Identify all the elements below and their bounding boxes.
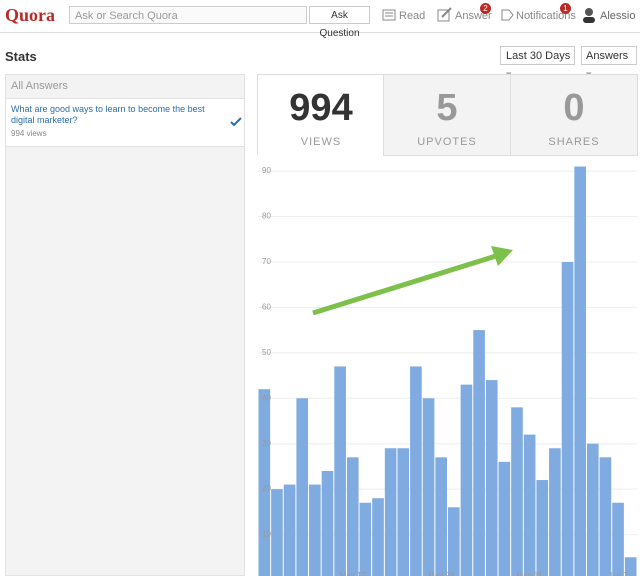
tab-number: 994 <box>289 87 353 129</box>
y-tick-label: 30 <box>262 439 271 448</box>
tab-label: SHARES <box>548 136 600 148</box>
bar <box>460 384 473 576</box>
bar <box>397 448 410 576</box>
read-icon <box>382 9 396 21</box>
bar <box>561 261 574 576</box>
ask-button[interactable]: Ask Question <box>309 6 370 39</box>
tab-label: UPVOTES <box>417 136 477 148</box>
bar <box>309 484 321 576</box>
bar <box>410 366 422 576</box>
nav-notifications[interactable]: Notifications <box>516 10 576 22</box>
answer-badge: 2 <box>480 3 491 14</box>
bar <box>549 448 561 576</box>
tab-shares[interactable]: 0 SHARES <box>510 74 638 156</box>
user-name[interactable]: Alessio <box>600 10 636 22</box>
answer-item[interactable]: What are good ways to learn to become th… <box>6 99 244 147</box>
tab-number: 5 <box>436 87 458 129</box>
bar <box>296 398 309 576</box>
y-tick-label: 70 <box>262 257 271 266</box>
check-icon <box>230 117 242 127</box>
date-filter[interactable]: Last 30 Days ▾ <box>500 46 575 81</box>
avatar[interactable] <box>582 7 596 23</box>
y-tick-label: 80 <box>262 212 271 221</box>
x-tick-label: May 17 <box>340 571 367 576</box>
y-tick-label: 60 <box>262 303 271 312</box>
bar <box>574 166 586 576</box>
tab-label: VIEWS <box>300 136 342 148</box>
bar <box>485 380 498 576</box>
bar <box>511 407 523 576</box>
bar <box>258 389 271 576</box>
bar <box>283 484 296 576</box>
trend-arrow <box>312 253 497 316</box>
y-tick-label: 90 <box>262 166 271 175</box>
bar <box>536 480 549 576</box>
answer-icon <box>437 7 452 22</box>
bar <box>435 457 447 576</box>
answer-question[interactable]: What are good ways to learn to become th… <box>11 104 205 125</box>
trend-arrow-head <box>491 246 513 266</box>
tab-views[interactable]: 994 VIEWS <box>257 74 385 155</box>
tab-number: 0 <box>563 87 585 129</box>
bar <box>448 507 460 576</box>
y-tick-label: 20 <box>262 484 271 493</box>
bar <box>523 434 536 576</box>
bar <box>586 443 599 576</box>
x-tick-label: May 31 <box>516 571 543 576</box>
stats-title: Stats <box>5 49 37 64</box>
type-filter[interactable]: Answers ▾ <box>581 46 637 81</box>
x-tick-label: Jun 7 <box>608 571 628 576</box>
bar <box>624 557 637 576</box>
answer-views: 994 views <box>11 129 47 138</box>
bar <box>612 502 624 576</box>
top-bar: Quora Ask or Search Quora Ask Question R… <box>0 0 640 39</box>
date-filter-label: Last 30 Days <box>506 50 571 62</box>
logo[interactable]: Quora <box>5 5 56 25</box>
type-filter-label: Answers <box>586 50 629 62</box>
answers-header: All Answers <box>6 75 244 99</box>
notifications-badge: 1 <box>560 3 571 14</box>
y-tick-label: 40 <box>262 393 271 402</box>
x-tick-label: May 24 <box>428 571 455 576</box>
y-tick-label: 10 <box>262 530 271 539</box>
bar <box>422 398 435 576</box>
notifications-icon <box>501 9 514 21</box>
answers-panel: All Answers What are good ways to learn … <box>5 74 245 576</box>
bar <box>498 461 511 576</box>
nav-read[interactable]: Read <box>399 10 426 22</box>
chart: 10 20 30 40 50 60 70 80 90 May 17 May 24 May 31 Jun … <box>258 166 637 576</box>
bar <box>346 457 359 576</box>
bar <box>334 366 346 576</box>
tab-upvotes[interactable]: 5 UPVOTES <box>383 74 511 156</box>
bar <box>321 470 334 576</box>
y-tick-label: 50 <box>262 348 271 357</box>
bar <box>599 457 612 576</box>
bar <box>271 489 283 576</box>
bar <box>473 330 485 576</box>
bar <box>359 502 372 576</box>
bar <box>384 448 397 576</box>
search-input[interactable]: Ask or Search Quora <box>69 6 307 24</box>
bar <box>372 498 384 576</box>
